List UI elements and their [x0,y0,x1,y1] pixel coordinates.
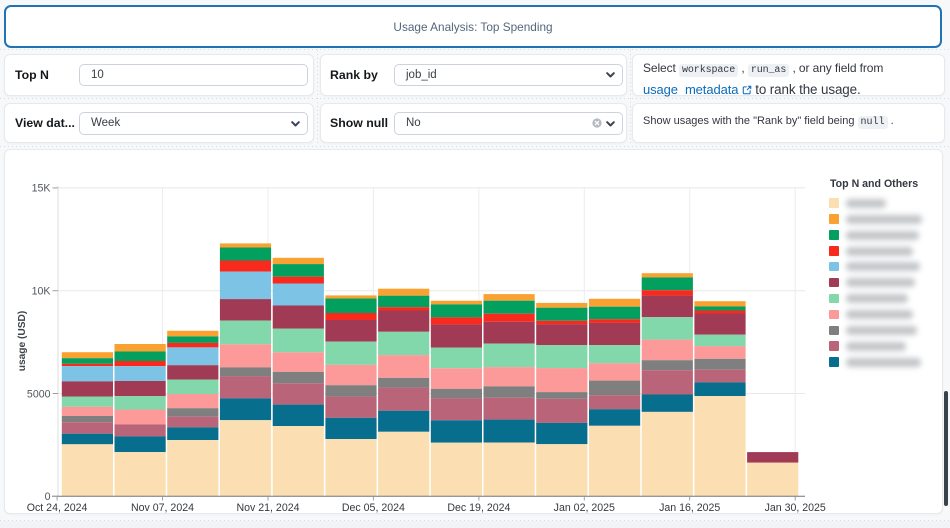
svg-text:10K: 10K [32,286,51,298]
svg-text:Jan 30, 2025: Jan 30, 2025 [765,502,826,514]
svg-text:Dec 19, 2024: Dec 19, 2024 [447,502,510,514]
svg-text:Nov 21, 2024: Nov 21, 2024 [236,502,299,514]
svg-text:Oct 24, 2024: Oct 24, 2024 [27,502,88,514]
svg-text:15K: 15K [32,183,51,195]
svg-text:Jan 02, 2025: Jan 02, 2025 [554,502,615,514]
svg-text:0: 0 [45,491,51,503]
svg-text:Nov 07, 2024: Nov 07, 2024 [131,502,194,514]
svg-text:Dec 05, 2024: Dec 05, 2024 [342,502,405,514]
svg-text:Jan 16, 2025: Jan 16, 2025 [659,502,720,514]
svg-text:usage (USD): usage (USD) [17,311,28,372]
svg-text:5000: 5000 [27,388,51,400]
